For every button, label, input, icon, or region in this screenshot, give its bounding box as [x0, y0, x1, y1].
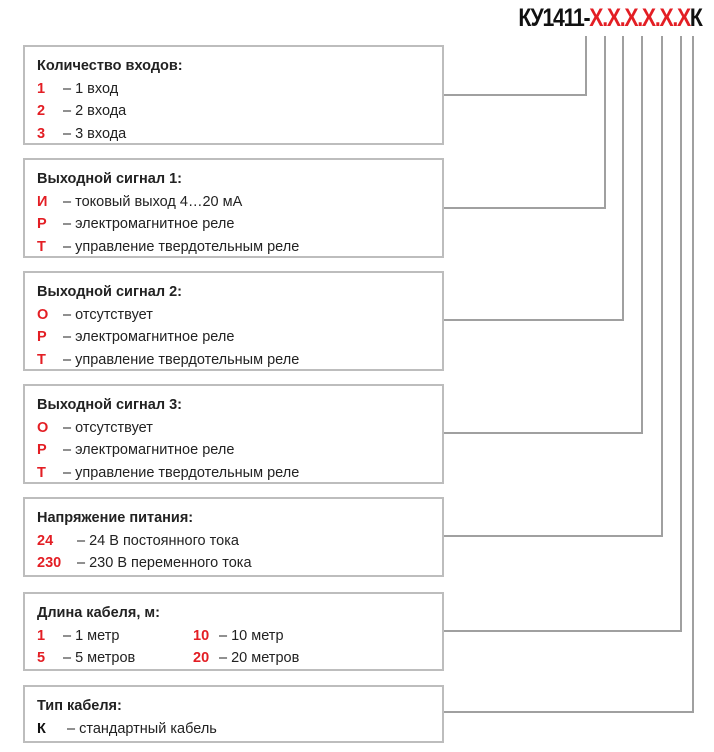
code-prefix: КУ1411- — [518, 4, 591, 32]
option-code: О — [37, 306, 49, 323]
box-title: Выходной сигнал 3: — [37, 397, 182, 413]
option-desc: – управление твердотельным реле — [63, 238, 300, 255]
option-desc: – 3 входа — [63, 125, 127, 142]
option-code: 10 — [193, 627, 210, 644]
box-cable-length: Длина кабеля, м: 1 – 1 метр 5 – 5 метров 1… — [23, 592, 444, 671]
option-code: О — [37, 419, 49, 436]
box-title: Длина кабеля, м: — [37, 605, 160, 621]
option-code: Р — [37, 329, 47, 345]
option-desc: – отсутствует — [63, 306, 153, 323]
box-title: Тип кабеля: — [37, 698, 122, 714]
box-title: Выходной сигнал 2: — [37, 284, 182, 300]
option-code: 2 — [37, 103, 46, 119]
option-code: Т — [37, 351, 46, 368]
option-desc: – электромагнитное реле — [63, 329, 235, 345]
option-code: И — [37, 193, 48, 210]
box-cable-type: Тип кабеля: К – стандартный кабель — [23, 685, 444, 743]
connector-2 — [444, 36, 606, 209]
code-part: .X — [620, 4, 639, 32]
connector-6 — [444, 36, 682, 632]
option-desc: – токовый выход 4…20 мА — [63, 193, 243, 210]
box-output-1: Выходной сигнал 1: И – токовый выход 4…20… — [23, 158, 444, 258]
code-part: X — [589, 4, 604, 32]
code-part: .X — [672, 4, 692, 32]
option-desc: – электромагнитное реле — [63, 216, 235, 232]
code-part: .X — [637, 4, 657, 32]
box-title: Количество входов: — [37, 58, 183, 74]
connector-7 — [444, 36, 694, 713]
option-desc: – 230 В переменного тока — [77, 555, 252, 571]
option-code: К — [37, 720, 46, 737]
option-desc: – 5 метров — [63, 650, 136, 666]
option-desc: – 1 метр — [63, 627, 120, 644]
option-code: 24 — [37, 532, 54, 549]
option-code: 20 — [193, 650, 210, 666]
code-part: .X — [655, 4, 674, 32]
option-code: 3 — [37, 125, 46, 142]
box-output-2: Выходной сигнал 2: О – отсутствует Р – эле… — [23, 271, 444, 371]
option-desc: – электромагнитное реле — [63, 442, 235, 458]
connector-3 — [444, 36, 624, 321]
box-inputs: Количество входов: 1– 1 вход 2– 2 входа … — [23, 45, 444, 145]
option-desc: – управление твердотельным реле — [63, 464, 300, 481]
connector-5 — [444, 36, 663, 537]
option-code: Р — [37, 216, 47, 232]
code-part: .X — [602, 4, 622, 32]
code-suffix: К — [690, 4, 703, 32]
option-code: 5 — [37, 650, 46, 666]
option-code: 1 — [37, 627, 46, 644]
option-desc: – 2 входа — [63, 103, 127, 119]
option-code: Т — [37, 464, 46, 481]
option-desc: – отсутствует — [63, 419, 153, 436]
option-desc: – 1 вход — [63, 80, 119, 97]
box-title: Выходной сигнал 1: — [37, 171, 182, 187]
option-desc: – 24 В постоянного тока — [77, 532, 239, 549]
connector-4 — [444, 36, 643, 434]
box-power: Напряжение питания: 24 – 24 В постоянного… — [23, 497, 444, 577]
box-output-3: Выходной сигнал 3: О – отсутствует Р – эле… — [23, 384, 444, 484]
option-code: Р — [37, 442, 47, 458]
option-desc: – управление твердотельным реле — [63, 351, 300, 368]
option-desc: – 20 метров — [219, 650, 300, 666]
option-desc: – 10 метр — [219, 627, 284, 644]
product-code: КУ1411-X.X.X.X.X.XК — [518, 4, 703, 33]
option-code: 230 — [37, 555, 62, 571]
connector-1 — [444, 36, 587, 96]
option-code: 1 — [37, 80, 46, 97]
option-desc: – стандартный кабель — [67, 720, 217, 737]
box-title: Напряжение питания: — [37, 510, 194, 526]
option-code: Т — [37, 238, 46, 255]
